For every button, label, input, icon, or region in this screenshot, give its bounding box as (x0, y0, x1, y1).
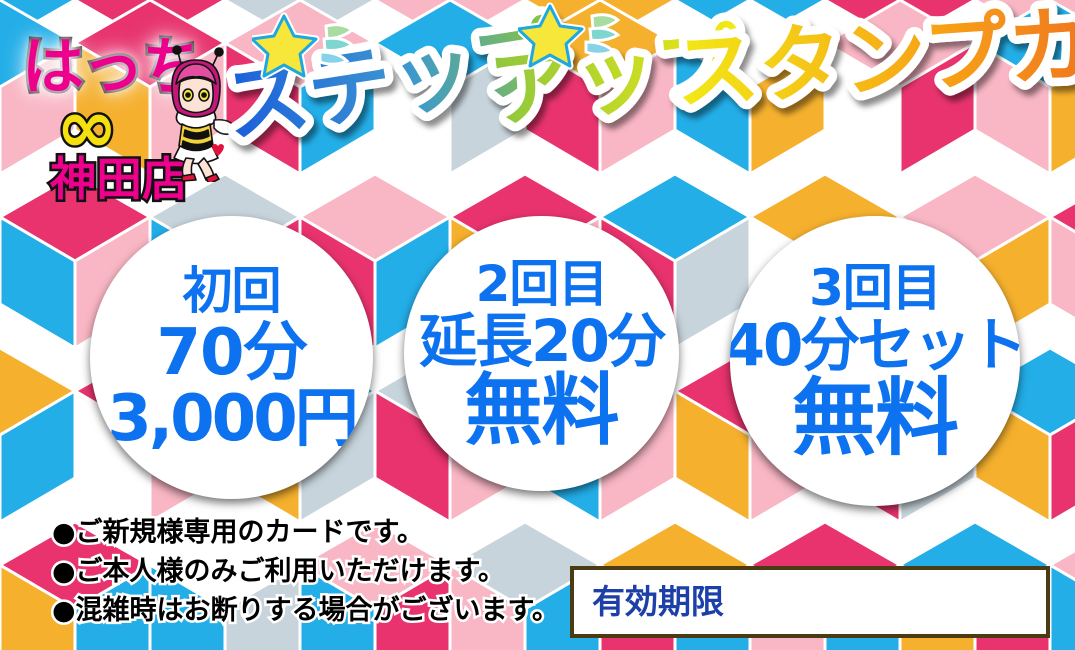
shop-logo: はっち ∞ 神田店 (14, 28, 237, 208)
offer-circle-second-visit: 2回目 延長20分 無料 (404, 216, 679, 491)
offer-3-line-3: 無料 (791, 369, 959, 467)
headline: ステップ アップ スタンプカード (209, 0, 1075, 164)
note-item: ●混雑時はお断りする場合がございます。 (50, 593, 562, 629)
offer-circle-first-visit: 初回 70分 3,000円 (90, 216, 373, 499)
offer-3-line-1: 3回目 (809, 259, 942, 317)
offer-circle-third-visit: 3回目 40分セット 無料 (730, 216, 1020, 506)
expiry-date-box[interactable]: 有効期限 (570, 566, 1050, 638)
shooting-star-icon (252, 12, 355, 80)
bee-girl-mascot-icon (171, 45, 237, 182)
offer-2-line-1: 2回目 (475, 254, 609, 313)
offer-2-line-2: 延長20分 (419, 306, 666, 375)
logo-infinity-symbol: ∞ (54, 84, 121, 170)
offer-1-line-3: 3,000円 (107, 381, 358, 456)
note-item: ●ご本人様のみご利用いただけます。 (50, 554, 508, 590)
offer-3-line-2: 40分セット (730, 311, 1020, 379)
offer-1-line-2: 70分 (156, 315, 307, 390)
offer-2-line-3: 無料 (464, 365, 619, 456)
offer-1-line-1: 初回 (182, 261, 282, 320)
expiry-date-label: 有効期限 (592, 582, 724, 621)
logo-branch-name: 神田店 (48, 152, 191, 206)
terms-notes: ●ご新規様専用のカードです。 ●ご本人様のみご利用いただけます。 ●混雑時はお断… (50, 515, 572, 633)
note-item: ●ご新規様専用のカードです。 (50, 515, 427, 551)
shooting-star-icon (518, 2, 621, 70)
